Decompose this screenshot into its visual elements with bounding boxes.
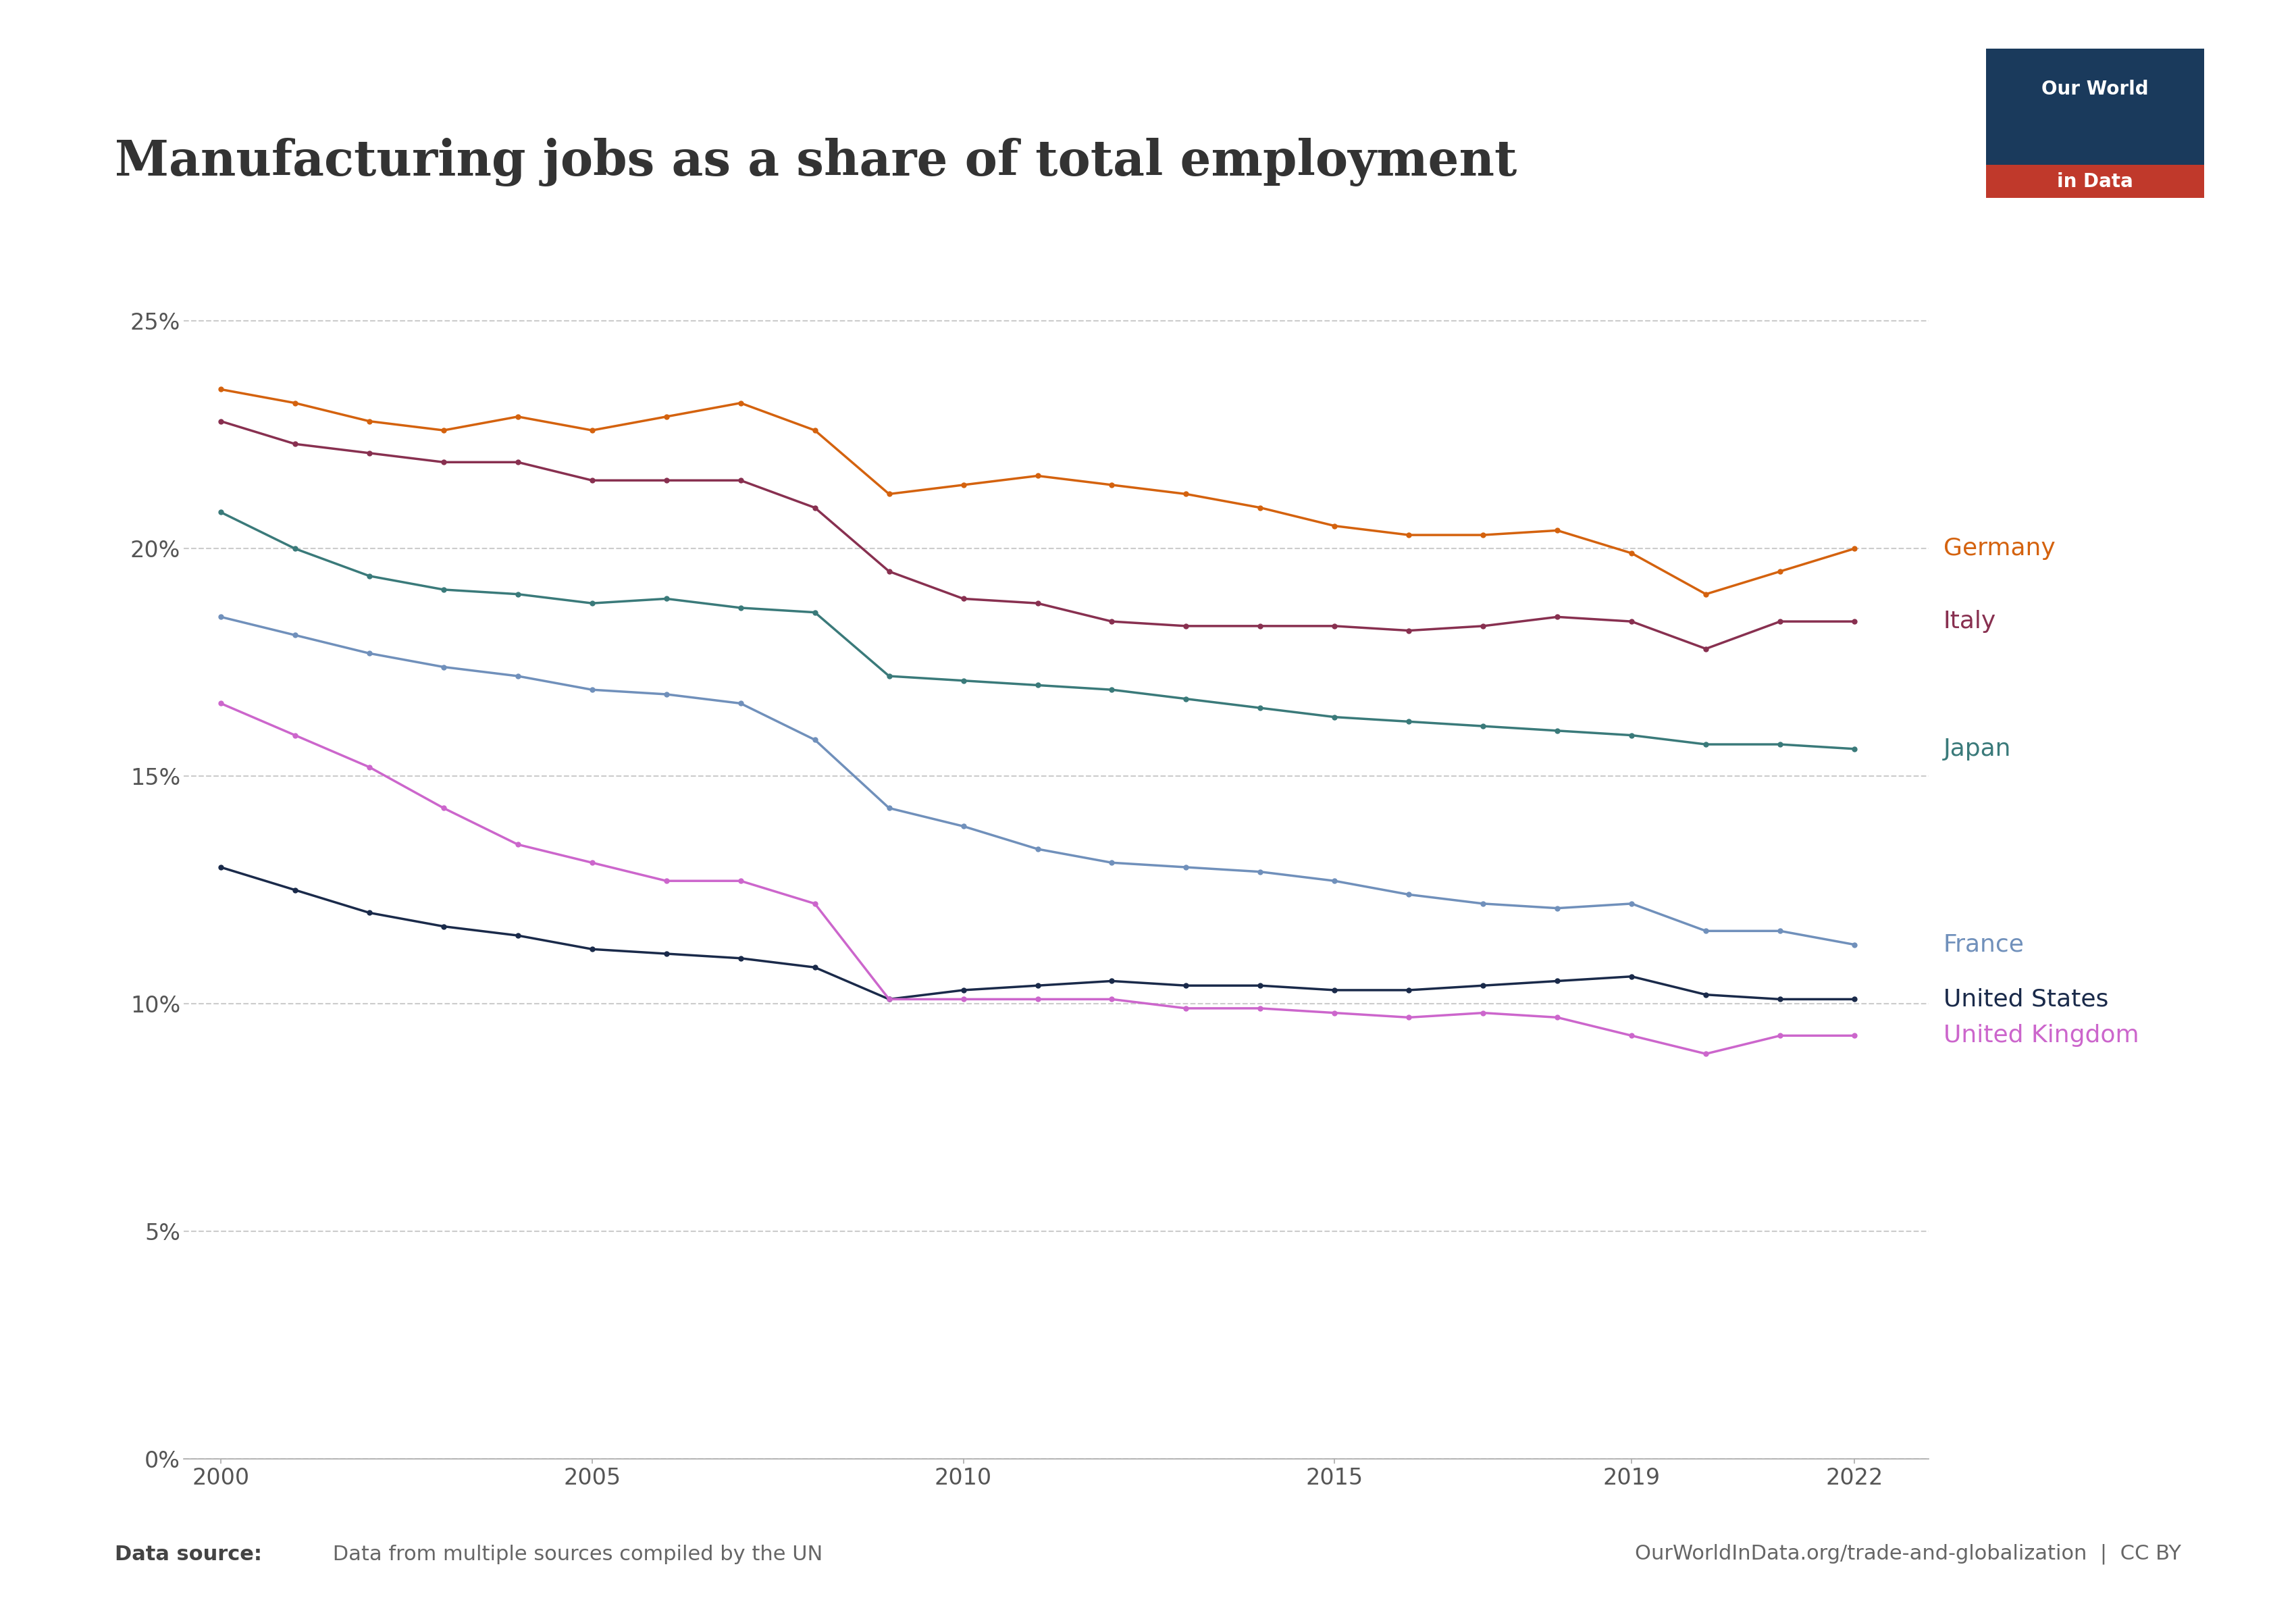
Text: in Data: in Data — [2057, 172, 2133, 191]
Text: OurWorldInData.org/trade-and-globalization  |  CC BY: OurWorldInData.org/trade-and-globalizati… — [1635, 1543, 2181, 1564]
Text: Japan: Japan — [1942, 738, 2011, 760]
Text: France: France — [1942, 934, 2025, 956]
Text: Manufacturing jobs as a share of total employment: Manufacturing jobs as a share of total e… — [115, 138, 1518, 186]
Text: Germany: Germany — [1942, 537, 2055, 561]
Text: Data source:: Data source: — [115, 1545, 262, 1564]
Text: Our World: Our World — [2041, 79, 2149, 99]
Text: Data from multiple sources compiled by the UN: Data from multiple sources compiled by t… — [326, 1545, 822, 1564]
Text: United States: United States — [1942, 987, 2108, 1012]
Text: Italy: Italy — [1942, 609, 1995, 632]
Text: United Kingdom: United Kingdom — [1942, 1024, 2140, 1047]
